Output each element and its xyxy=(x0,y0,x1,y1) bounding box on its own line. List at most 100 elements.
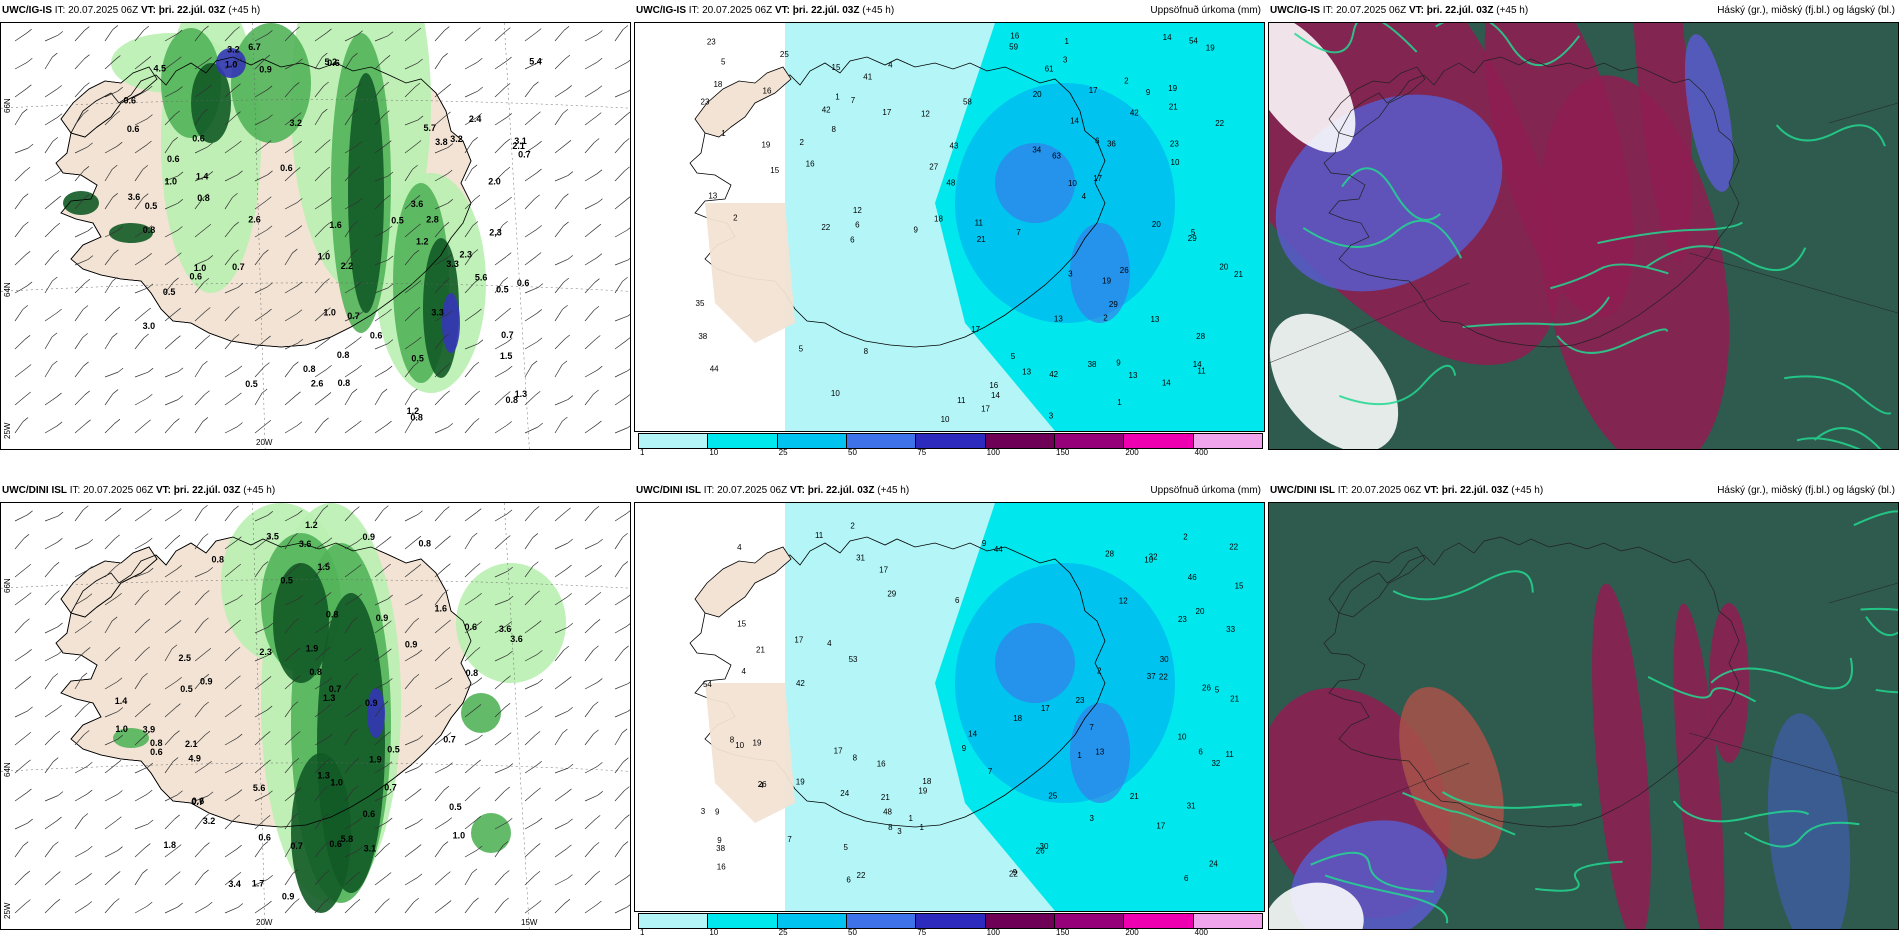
wind-barb-flag xyxy=(176,56,182,62)
wind-barb xyxy=(194,651,207,662)
precip-total-label: 44 xyxy=(994,545,1003,554)
wind-barb xyxy=(404,310,416,322)
wind-barb-flag xyxy=(444,646,451,652)
wind-barb-flag xyxy=(416,649,423,655)
wind-barb xyxy=(74,849,88,858)
map-frame[interactable]: 4 4 15 8 6 5 6 8 7 11 9 9 17 33 10 9 11 10 26 30 46 32 24 13 15 1… xyxy=(634,502,1265,912)
map-frame[interactable]: 0.7 5.6 2.4 2.0 3.2 1.2 0.7 1.0 2.2 2.6 0.6 3.6 2.8 0… xyxy=(0,22,631,450)
wind-barb xyxy=(44,336,53,350)
wind-barb-flag xyxy=(502,841,509,846)
wind-barb xyxy=(284,365,294,378)
wind-barb xyxy=(44,845,54,858)
wind-barb xyxy=(14,170,26,182)
wind-barb xyxy=(104,59,116,70)
precip-value-label: 1.0 xyxy=(165,177,178,187)
wind-barb-flag xyxy=(203,25,209,31)
precip-value-label: 0.9 xyxy=(365,698,378,708)
wind-barb xyxy=(434,87,446,98)
wind-barb-flag xyxy=(297,594,303,600)
wind-barb xyxy=(254,253,264,266)
wind-barb-flag xyxy=(263,249,269,255)
wind-barb xyxy=(614,91,629,98)
wind-barb-flag xyxy=(236,789,243,794)
wind-barb xyxy=(254,819,266,830)
wind-barb xyxy=(494,117,507,126)
wind-barb-flag xyxy=(472,249,479,254)
cloud-edge-line xyxy=(1435,23,1580,67)
legend-tick-label: 10 xyxy=(709,928,719,937)
wind-barb xyxy=(614,142,625,154)
wind-barb xyxy=(434,875,446,886)
precip-total-label: 31 xyxy=(1187,801,1196,810)
wind-barb-flag xyxy=(326,677,333,683)
wind-barb xyxy=(104,512,117,522)
precip-total-label: 17 xyxy=(1089,86,1098,95)
precip-value-label: 2.3 xyxy=(460,250,473,260)
precip-value-label: 0.7 xyxy=(191,797,204,807)
legend-swatch xyxy=(915,433,986,449)
precip-total-label: 14 xyxy=(1193,360,1202,369)
wind-barb-flag xyxy=(204,590,210,595)
precip-total-label: 1 xyxy=(1117,398,1122,407)
wind-barb-flag xyxy=(387,594,393,600)
precip-total-label: 10 xyxy=(1178,733,1187,742)
wind-barb xyxy=(44,226,56,238)
precip-total-label: 21 xyxy=(1230,694,1239,703)
wind-barb xyxy=(194,705,204,718)
wind-barb-flag xyxy=(267,875,273,880)
precip-value-label: 1.9 xyxy=(369,754,382,764)
wind-barb xyxy=(104,681,118,690)
wind-barb xyxy=(464,198,476,210)
precip-total-label: 16 xyxy=(989,381,998,390)
wind-barb-flag xyxy=(626,394,630,398)
cloud-band xyxy=(1269,313,1399,449)
wind-barb xyxy=(464,901,474,914)
map-frame[interactable]: 1.8 0.8 0.8 1.6 1.0 0.9 4.9 0.6 0.6 0.9 3.9 1.2 0.7 1… xyxy=(0,502,631,930)
wind-barb-flag xyxy=(175,335,181,340)
map-frame[interactable] xyxy=(1268,502,1899,930)
precip-total-label: 13 xyxy=(1022,368,1031,377)
wind-barb xyxy=(164,818,175,830)
wind-barb-flag xyxy=(56,113,63,119)
precip-total-label: 20 xyxy=(1152,220,1161,229)
wind-barb-flag xyxy=(444,278,450,283)
wind-barb-flag xyxy=(84,82,90,87)
precip-value-label: 0.6 xyxy=(192,134,205,144)
wind-barb xyxy=(74,230,88,238)
wind-barb-flag xyxy=(176,565,182,570)
wind-barb xyxy=(164,906,178,914)
wind-barb-flag xyxy=(384,898,390,903)
wind-barb-flag xyxy=(236,57,243,63)
wind-barb-flag xyxy=(236,536,242,542)
wind-barb xyxy=(134,287,149,294)
precip-value-label: 0.8 xyxy=(326,609,339,619)
wind-barb xyxy=(254,763,266,774)
wind-barb xyxy=(44,173,58,182)
wind-barb xyxy=(134,89,148,98)
legend-swatch xyxy=(1054,433,1125,449)
wind-barb-flag xyxy=(596,169,603,175)
cloud-band xyxy=(1684,34,1734,192)
wind-barb-flag xyxy=(54,898,61,904)
map-frame[interactable] xyxy=(1268,22,1899,450)
grid-line xyxy=(1828,582,1898,604)
wind-barb xyxy=(584,904,597,914)
wind-barb xyxy=(554,175,569,182)
wind-barb-flag xyxy=(412,164,418,170)
wind-barb-flag xyxy=(53,841,59,847)
wind-barb xyxy=(284,30,295,42)
wind-barb xyxy=(374,35,389,42)
map-frame[interactable]: 1 8 10 11 9 10 3 6 19 21 20 7 6 5 13 10 12 12 14 13 13 29 48 17… xyxy=(634,22,1265,432)
wind-barb xyxy=(584,510,595,522)
wind-barb xyxy=(74,877,87,886)
precip-value-label: 4.9 xyxy=(188,753,201,763)
wind-barb-flag xyxy=(593,645,599,651)
precip-value-label: 0.8 xyxy=(303,364,316,374)
wind-barb xyxy=(194,571,208,578)
valid-time: þri. 22.júl. 03Z xyxy=(1426,5,1494,16)
wind-barb xyxy=(44,141,54,154)
wind-barb-flag xyxy=(474,194,481,200)
precip-total-label: 25 xyxy=(780,50,789,59)
wind-barb-flag xyxy=(623,757,629,763)
